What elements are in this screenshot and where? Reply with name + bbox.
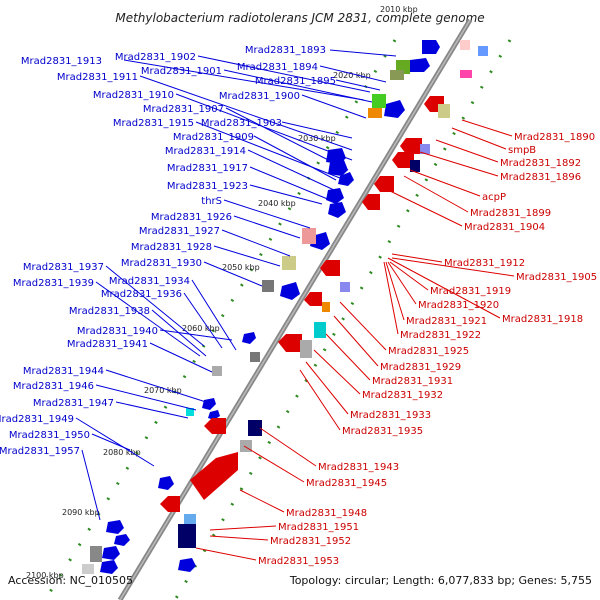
gene-label[interactable]: Mrad2831_1890	[514, 132, 595, 143]
gene-label[interactable]: Mrad2831_1919	[430, 286, 511, 297]
gene-label[interactable]: Mrad2831_1945	[306, 478, 387, 489]
gene-label[interactable]: Mrad2831_1904	[464, 222, 545, 233]
gene-label[interactable]: Mrad2831_1952	[270, 536, 351, 547]
gene-label[interactable]: Mrad2831_1946	[13, 381, 94, 392]
gene-label[interactable]: Mrad2831_1944	[23, 366, 104, 377]
gene-label[interactable]: Mrad2831_1915	[113, 118, 194, 129]
tick-label: 2090 kbp	[62, 508, 100, 517]
gene-label[interactable]: Mrad2831_1895	[255, 76, 336, 87]
gene-label[interactable]: Mrad2831_1912	[444, 258, 525, 269]
gene-label[interactable]: Mrad2831_1948	[286, 508, 367, 519]
gene-label[interactable]: Mrad2831_1911	[57, 72, 138, 83]
right-labels: Mrad2831_1890 smpB Mrad2831_1892 Mrad283…	[258, 132, 597, 567]
gene-label[interactable]: Mrad2831_1930	[121, 258, 202, 269]
gene-label[interactable]: Mrad2831_1922	[400, 330, 481, 341]
topology-text: Topology: circular; Length: 6,077,833 bp…	[289, 574, 592, 587]
gene-label[interactable]: Mrad2831_1957	[0, 446, 80, 457]
gene-label[interactable]: Mrad2831_1953	[258, 556, 339, 567]
gene-label[interactable]: Mrad2831_1936	[101, 289, 182, 300]
gene-label[interactable]: thrS	[201, 196, 222, 207]
gene-label[interactable]: Mrad2831_1933	[350, 410, 431, 421]
gene-label[interactable]: Mrad2831_1928	[131, 242, 212, 253]
gene-label[interactable]: Mrad2831_1910	[93, 90, 174, 101]
left-labels: Mrad2831_1893 Mrad2831_1902 Mrad2831_191…	[0, 45, 336, 457]
gene-label[interactable]: Mrad2831_1917	[167, 163, 248, 174]
gene-label[interactable]: Mrad2831_1920	[418, 300, 499, 311]
gene-label[interactable]: acpP	[482, 192, 506, 203]
gene-label[interactable]: Mrad2831_1935	[342, 426, 423, 437]
gene-label[interactable]: Mrad2831_1939	[13, 278, 94, 289]
gene-label[interactable]: Mrad2831_1929	[380, 362, 461, 373]
gene-label[interactable]: smpB	[508, 145, 536, 156]
gene-label[interactable]: Mrad2831_1896	[500, 172, 581, 183]
accession-text: Accession: NC_010505	[8, 574, 134, 587]
gene-label[interactable]: Mrad2831_1951	[278, 522, 359, 533]
gene-label[interactable]: Mrad2831_1914	[165, 146, 246, 157]
left-leader-lines	[75, 49, 397, 521]
tick-label: 2020 kbp	[333, 71, 371, 80]
tick-label: 2060 kbp	[182, 324, 220, 333]
outer-guide-dots	[173, 39, 512, 600]
gene-label[interactable]: Mrad2831_1927	[139, 226, 220, 237]
gene-label[interactable]: Mrad2831_1913	[21, 56, 102, 67]
gene-label[interactable]: Mrad2831_1900	[219, 91, 300, 102]
gene-label[interactable]: Mrad2831_1950	[9, 430, 90, 441]
gene-label[interactable]: Mrad2831_1907	[143, 104, 224, 115]
gene-label[interactable]: Mrad2831_1893	[245, 45, 326, 56]
gene-label[interactable]: Mrad2831_1940	[77, 326, 158, 337]
gene-label[interactable]: Mrad2831_1941	[67, 339, 148, 350]
gene-label[interactable]: Mrad2831_1932	[362, 390, 443, 401]
gene-label[interactable]: Mrad2831_1892	[500, 158, 581, 169]
gene-label[interactable]: Mrad2831_1902	[115, 52, 196, 63]
gene-label[interactable]: Mrad2831_1909	[173, 132, 254, 143]
gene-label[interactable]: Mrad2831_1923	[167, 181, 248, 192]
tick-label: 2010 kbp	[380, 5, 418, 14]
reverse-genes	[160, 96, 444, 512]
map-title: Methylobacterium radiotolerans JCM 2831,…	[115, 11, 484, 25]
gene-label[interactable]: Mrad2831_1934	[109, 276, 190, 287]
feature-blocks	[82, 40, 488, 574]
gene-label[interactable]: Mrad2831_1901	[141, 66, 222, 77]
gene-label[interactable]: Mrad2831_1925	[388, 346, 469, 357]
gene-label[interactable]: Mrad2831_1947	[33, 398, 114, 409]
tick-label: 2100 kbp	[26, 571, 64, 580]
gene-label[interactable]: Mrad2831_1899	[470, 208, 551, 219]
gene-label[interactable]: Mrad2831_1931	[372, 376, 453, 387]
gene-label[interactable]: Mrad2831_1903	[201, 118, 282, 129]
gene-label[interactable]: Mrad2831_1894	[237, 62, 318, 73]
gene-label[interactable]: Mrad2831_1937	[23, 262, 104, 273]
tick-label: 2050 kbp	[222, 263, 260, 272]
gene-label[interactable]: Mrad2831_1918	[502, 314, 583, 325]
right-leader-lines	[195, 119, 515, 561]
tick-label: 2030 kbp	[298, 134, 336, 143]
gene-label[interactable]: Mrad2831_1921	[406, 316, 487, 327]
gene-label[interactable]: Mrad2831_1943	[318, 462, 399, 473]
gene-label[interactable]: Mrad2831_1905	[516, 272, 597, 283]
forward-genes	[100, 40, 440, 574]
tick-label: 2070 kbp	[144, 386, 182, 395]
tick-label: 2080 kbp	[103, 448, 141, 457]
tick-label: 2040 kbp	[258, 199, 296, 208]
gene-label[interactable]: Mrad2831_1926	[151, 212, 232, 223]
gene-label[interactable]: Mrad2831_1949	[0, 414, 74, 425]
gene-label[interactable]: Mrad2831_1938	[69, 306, 150, 317]
